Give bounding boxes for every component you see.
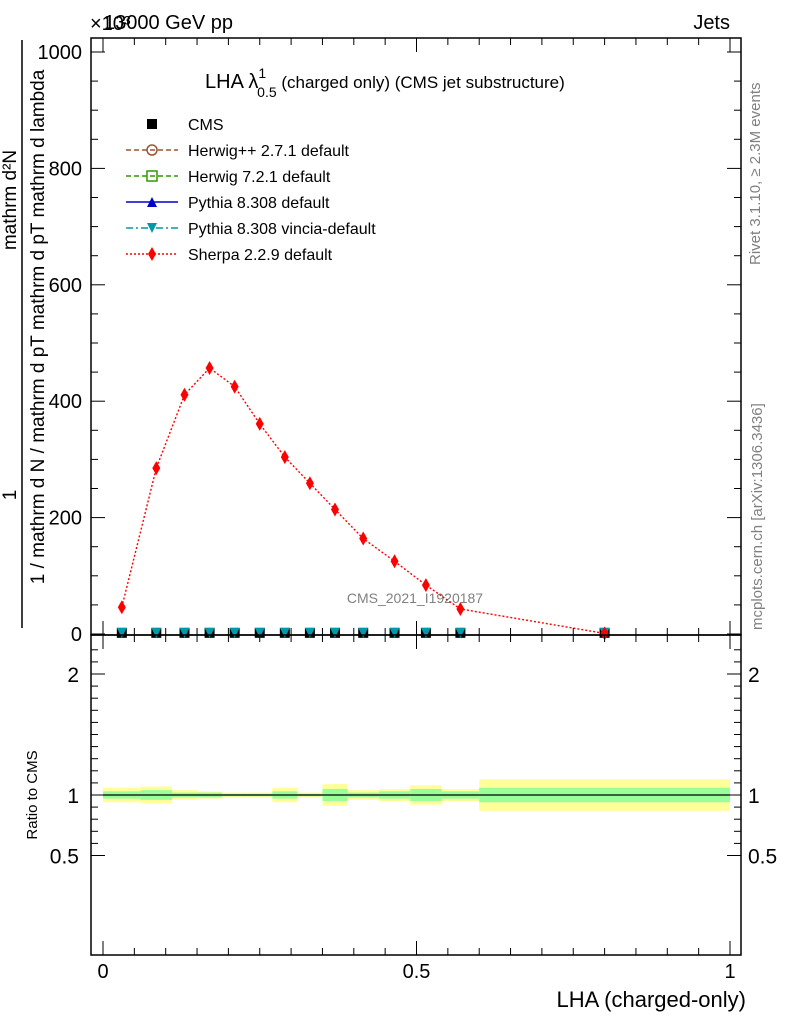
y-tick-label: 800 [49,158,82,180]
vincia-point [420,627,431,638]
title-base: LHA λ [205,71,258,93]
y-axis-label: 1 1 / mathrm d N / mathrm d pT mathrm d … [0,40,49,628]
legend-marker-herwigpp [146,144,158,156]
channel-label: Jets [693,12,730,34]
legend-marker-herwig7 [146,170,158,182]
vincia-point [254,627,265,638]
analysis-watermark: CMS_2021_I1920187 [347,590,483,606]
vincia-point [329,627,340,638]
legend-marker-sherpa [148,247,156,261]
vincia-point [204,627,215,638]
sherpa-point [117,600,126,615]
title-rest: (charged only) (CMS jet substructure) [277,73,565,92]
x-tick-label: 1 [724,961,735,983]
main-y-tick-labels: 0 200 400 600 800 1000 [38,42,83,646]
legend-marker-vincia [147,223,157,233]
sherpa-point [359,531,368,546]
vincia-point [389,627,400,638]
main-title: LHA λ1 0.5 (charged only) (CMS jet substr… [205,65,565,100]
main-axis-ticks [91,38,741,635]
series-layer [116,361,610,641]
ratio-y-tick-label-right: 0.5 [748,846,777,869]
sherpa-point [205,361,214,376]
y-tick-label: 400 [49,391,82,413]
vincia-point [455,627,466,638]
y-tick-label: 0 [71,624,82,646]
sherpa-point [280,450,289,465]
vincia-point [229,627,240,638]
ratio-y-label: Ratio to CMS [24,750,41,839]
legend-label: Pythia 8.308 default [188,195,330,212]
ratio-y-tick-label-left: 1 [67,785,79,808]
title-sup: 1 [258,65,266,81]
vincia-point [116,627,127,638]
ratio-y-tick-label-left: 0.5 [50,846,79,869]
ratio-y-tick-label-right: 1 [748,785,760,808]
vincia-point [279,627,290,638]
sherpa-point [180,387,189,402]
y-label-denominator: 1 / mathrm d N / mathrm d pT mathrm d pT… [28,69,49,584]
ratio-y-tick-label-left: 2 [67,664,79,687]
legend-label: Herwig 7.2.1 default [188,169,331,186]
vincia-point [151,627,162,638]
y-label-numerator: mathrm d²N [0,150,21,250]
energy-label: 13000 GeV pp [104,12,233,34]
x-tick-label: 0.5 [403,961,431,983]
svg-text:LHA λ10.5 (charged only) (CMS: LHA λ1 0.5 (charged only) (CMS jet substr… [205,65,565,100]
sherpa-point [390,554,399,569]
vincia-point [358,627,369,638]
vincia-point [304,627,315,638]
legend-entry-sherpa: Sherpa 2.2.9 default [126,247,333,264]
ratio-y-tick-label-right: 2 [748,664,760,687]
legend-label: Herwig++ 2.7.1 default [188,143,350,160]
x-tick-label: 0 [97,961,108,983]
sherpa-point [152,461,161,476]
mcplots-label: mcplots.cern.ch [arXiv:1306.3436] [749,403,766,630]
legend-label: CMS [188,117,224,134]
ratio-tick-labels: 0.5 0.5 1 1 2 2 [50,664,777,869]
legend-label: Pythia 8.308 vincia-default [188,221,376,238]
y-label-one: 1 [0,490,21,501]
legend-label: Sherpa 2.2.9 default [188,247,333,264]
exponent-label: ×10³ [90,13,131,35]
sherpa-line [121,367,605,635]
title-sub: 0.5 [257,84,277,100]
legend-entry-herwig7: Herwig 7.2.1 default [126,169,331,186]
sherpa-point [421,578,430,593]
legend-entry-vincia: Pythia 8.308 vincia-default [126,221,376,238]
legend: CMS Herwig++ 2.7.1 default Herwig 7.2.1 de… [126,117,376,264]
y-tick-label: 200 [49,508,82,530]
legend-entry-herwigpp: Herwig++ 2.7.1 default [126,143,350,160]
ratio-axis-ticks [91,635,741,955]
sherpa-point [230,379,239,394]
sherpa-point [600,626,609,641]
sherpa-point [330,502,339,517]
rivet-label: Rivet 3.1.10, ≥ 2.3M events [747,83,764,266]
series-vincia [116,627,610,638]
sherpa-point [255,416,264,431]
sherpa-point [305,476,314,491]
legend-marker-cms [147,119,157,129]
y-tick-label: 600 [49,275,82,297]
legend-marker-pythia [147,197,157,207]
vincia-point [179,627,190,638]
x-axis-label: LHA (charged-only) [556,987,746,1012]
x-tick-labels: 0 0.5 1 [97,961,735,983]
y-tick-label: 1000 [38,42,83,64]
legend-entry-cms: CMS [147,117,224,134]
legend-entry-pythia: Pythia 8.308 default [126,195,330,212]
sherpa-point [456,601,465,616]
series-sherpa [117,361,609,641]
